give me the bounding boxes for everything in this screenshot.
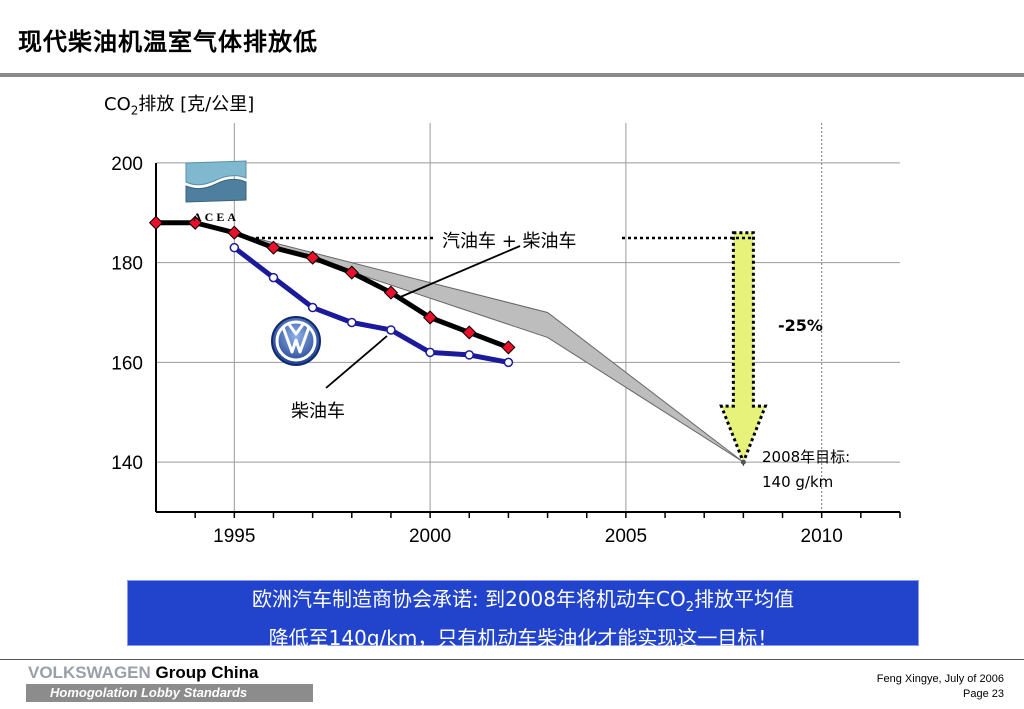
y-tick-label-140: 140 <box>111 453 143 474</box>
diesel-pointer <box>325 335 388 389</box>
vw-logo <box>271 316 321 366</box>
marker-diesel-1996 <box>268 272 279 283</box>
acea-logo: ACEA <box>185 160 247 224</box>
marker-combined-1993 <box>148 215 164 230</box>
emissions-chart: 200 180 160 140 1995 2000 2005 2010 ACEA 汽油车 + … <box>111 123 901 547</box>
series-lines <box>156 220 510 365</box>
y-axis-label: CO2排放 [克/公里] <box>104 90 254 118</box>
y-axis-label-suffix: 排放 [克/公里] <box>138 94 255 115</box>
series-line-0 <box>156 220 510 350</box>
footer-meta: Feng Xingye, July of 2006 Page 23 <box>877 672 1004 702</box>
x-tick-label-2005: 2005 <box>605 526 647 547</box>
target-label-line2: 140 g/km <box>762 473 833 491</box>
combined-label: 汽油车 + 柴油车 <box>442 231 577 252</box>
marker-diesel-2000 <box>425 347 435 358</box>
marker-combined-2001 <box>462 325 477 340</box>
marker-diesel-2001 <box>464 350 475 360</box>
y-axis-label-subscript: 2 <box>130 103 139 118</box>
marker-combined-2000 <box>423 310 438 325</box>
footer-brand: VOLKSWAGEN Group China <box>28 663 258 683</box>
diesel-label: 柴油车 <box>291 401 345 422</box>
page-title: 现代柴油机温室气体排放低 <box>18 28 318 56</box>
brand-group-china: Group China <box>155 663 259 682</box>
marker-combined-1999 <box>383 285 399 300</box>
x-tick-label-2010: 2010 <box>801 526 843 547</box>
series-line-1 <box>232 245 509 365</box>
statement-line1-b: 排放平均值 <box>693 587 794 611</box>
target-arrow <box>719 231 768 467</box>
marker-combined-1995 <box>227 225 242 240</box>
x-tick-label-2000: 2000 <box>409 526 451 547</box>
footer-divider <box>0 659 1024 660</box>
y-axis-label-prefix: CO <box>104 94 131 115</box>
target-point <box>740 459 746 465</box>
reduction-label: -25% <box>778 316 823 335</box>
y-tick-label-160: 160 <box>111 353 143 374</box>
marker-diesel-1998 <box>347 317 357 328</box>
marker-diesel-2002 <box>503 357 514 368</box>
y-tick-label-180: 180 <box>111 254 143 275</box>
combined-pointer <box>397 245 521 299</box>
footer-page: Page 23 <box>963 688 1004 700</box>
title-divider <box>0 73 1024 77</box>
marker-combined-1997 <box>305 250 320 265</box>
target-arrow-shape <box>719 231 768 467</box>
x-tick-label-1995: 1995 <box>213 526 255 547</box>
marker-combined-2002 <box>501 340 516 355</box>
marker-combined-1998 <box>344 265 359 280</box>
footer-author: Feng Xingye, July of 2006 <box>876 673 1004 685</box>
statement-line1-a: 欧洲汽车制造商协会承诺: 到2008年将机动车CO <box>252 587 686 611</box>
commitment-statement: 欧洲汽车制造商协会承诺: 到2008年将机动车CO2排放平均值 降低至140g/… <box>127 580 919 650</box>
marker-diesel-1995 <box>229 242 240 253</box>
footer-subtitle: Homogolation Lobby Standards <box>26 684 313 702</box>
marker-combined-1996 <box>266 240 281 255</box>
y-tick-label-200: 200 <box>111 154 143 175</box>
tick-labels: 200 180 160 140 1995 2000 2005 2010 <box>111 154 843 547</box>
series-markers <box>148 215 746 465</box>
statement-line2: 降低至140g/km，只有机动车柴油化才能实现这一目标！ <box>268 626 778 650</box>
statement-line1: 欧洲汽车制造商协会承诺: 到2008年将机动车CO2排放平均值 <box>128 584 918 623</box>
target-label-line1: 2008年目标: <box>762 448 850 466</box>
brand-volkswagen: VOLKSWAGEN <box>28 663 151 682</box>
statement-line1-sub: 2 <box>685 600 694 615</box>
marker-combined-1994 <box>188 215 203 230</box>
marker-diesel-1999 <box>386 325 396 335</box>
marker-diesel-1997 <box>307 302 318 313</box>
acea-logo-text: ACEA <box>193 210 239 224</box>
